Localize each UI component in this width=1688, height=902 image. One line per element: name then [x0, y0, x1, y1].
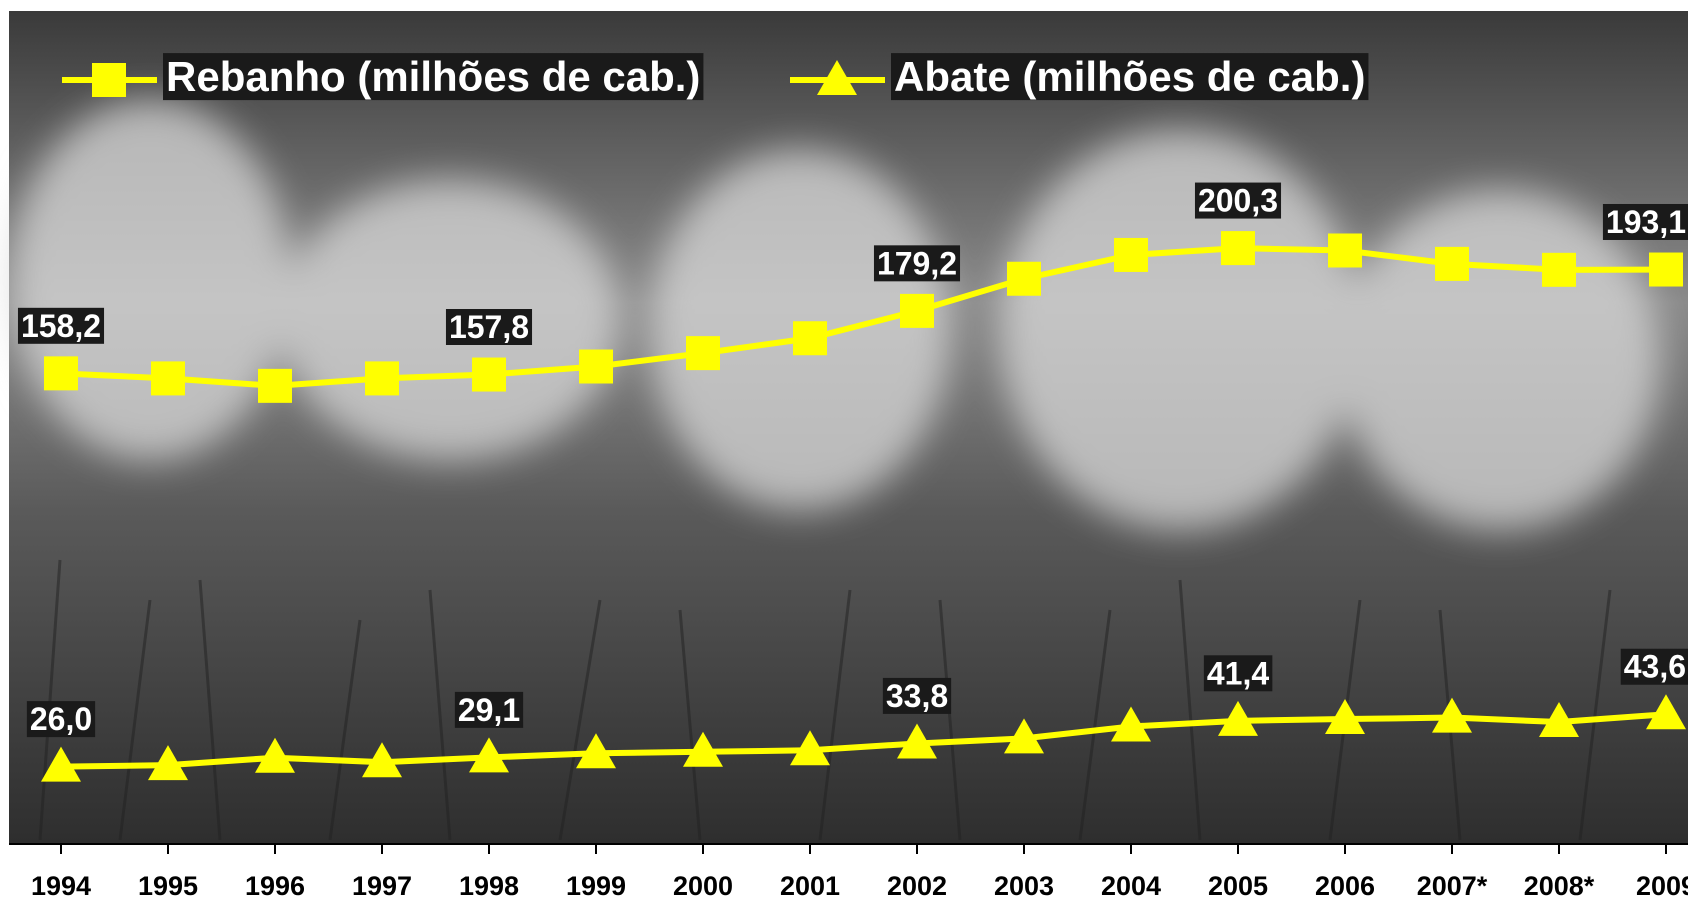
data-label-group: 157,8 — [445, 308, 533, 345]
data-label-group: 43,6 — [1620, 648, 1688, 685]
data-label-box — [1194, 182, 1282, 219]
x-tick-label: 2002 — [887, 871, 947, 901]
square-marker — [1435, 246, 1469, 281]
x-tick-label: 1996 — [245, 871, 305, 901]
square-marker — [579, 349, 613, 384]
square-marker — [1542, 252, 1576, 287]
x-tick-label: 2005 — [1208, 871, 1268, 901]
triangle-marker — [469, 737, 509, 773]
data-label-box — [1602, 203, 1688, 240]
square-marker — [472, 357, 506, 392]
square-marker — [151, 361, 185, 396]
series-line — [60, 711, 1667, 770]
square-marker — [1114, 237, 1148, 272]
data-label-group: 200,3 — [1194, 182, 1282, 219]
data-label-box — [26, 701, 96, 738]
triangle-marker — [576, 733, 616, 769]
triangle-marker — [1325, 699, 1365, 735]
triangle-marker — [683, 731, 723, 767]
data-label-box — [882, 677, 952, 714]
triangle-marker — [790, 730, 830, 766]
square-marker — [44, 356, 78, 391]
x-tick-label: 1998 — [459, 871, 519, 901]
triangle-marker — [1111, 706, 1151, 742]
legend-label-group: Abate (milhões de cab.) — [891, 53, 1369, 101]
photo-shapes — [10, 100, 1660, 530]
square-marker — [686, 336, 720, 371]
triangle-marker — [897, 723, 937, 759]
square-marker — [793, 321, 827, 356]
x-tick-label: 1994 — [31, 871, 91, 901]
square-marker — [365, 361, 399, 396]
triangle-marker — [148, 745, 188, 781]
triangle-marker — [41, 746, 81, 782]
data-label-group: 26,0 — [26, 701, 96, 738]
data-label: 43,6 — [1624, 649, 1686, 685]
triangle-marker — [1432, 697, 1472, 733]
data-label-box — [1620, 648, 1688, 685]
data-label-group: 33,8 — [882, 677, 952, 714]
triangle-marker — [1539, 702, 1579, 738]
x-tick-label: 2003 — [994, 871, 1054, 901]
data-label: 26,0 — [30, 701, 92, 737]
data-label-group: 158,2 — [17, 307, 105, 344]
data-label: 158,2 — [21, 308, 101, 344]
data-label: 200,3 — [1198, 183, 1278, 219]
triangle-marker — [1004, 718, 1044, 754]
data-label-group: 41,4 — [1203, 655, 1273, 692]
x-tick-label: 1999 — [566, 871, 626, 901]
data-label-box — [1203, 655, 1273, 692]
square-marker — [1007, 261, 1041, 296]
x-tick-label: 2001 — [780, 871, 840, 901]
legend-label: Abate (milhões de cab.) — [894, 53, 1365, 100]
data-label: 157,8 — [449, 309, 529, 345]
data-label: 33,8 — [886, 678, 948, 714]
triangle-marker — [1218, 700, 1258, 736]
x-tick-label: 2009 — [1636, 871, 1688, 901]
legend-label-group: Rebanho (milhões de cab.) — [163, 53, 704, 101]
data-label-box — [445, 308, 533, 345]
legend-label-box — [163, 53, 704, 101]
square-marker — [1649, 252, 1683, 287]
square-marker — [900, 293, 934, 328]
square-marker — [1221, 231, 1255, 266]
data-label-box — [454, 691, 524, 728]
data-label: 193,1 — [1606, 204, 1686, 240]
data-label-box — [17, 307, 105, 344]
square-marker — [92, 63, 126, 97]
triangle-marker — [255, 737, 295, 773]
data-label-group: 193,1 — [1602, 203, 1688, 240]
x-tick-label: 2006 — [1315, 871, 1375, 901]
x-tick-label: 2008* — [1524, 871, 1595, 901]
data-label: 41,4 — [1207, 655, 1269, 691]
legend-label-box — [891, 53, 1369, 101]
square-marker — [1328, 233, 1362, 268]
square-marker — [258, 368, 292, 403]
data-label: 179,2 — [877, 245, 957, 281]
legend-label: Rebanho (milhões de cab.) — [166, 53, 700, 100]
x-tick-label: 1995 — [138, 871, 198, 901]
data-label-box — [873, 245, 961, 282]
data-label: 29,1 — [458, 692, 520, 728]
triangle-marker — [1646, 694, 1686, 730]
x-tick-label: 2007* — [1417, 871, 1488, 901]
x-tick-label: 2000 — [673, 871, 733, 901]
series-line — [60, 245, 1667, 389]
triangle-marker — [362, 742, 402, 778]
triangle-marker — [817, 60, 857, 95]
data-label-group: 29,1 — [454, 691, 524, 728]
x-tick-label: 1997 — [352, 871, 412, 901]
data-label-group: 179,2 — [873, 245, 961, 282]
x-tick-label: 2004 — [1101, 871, 1161, 901]
